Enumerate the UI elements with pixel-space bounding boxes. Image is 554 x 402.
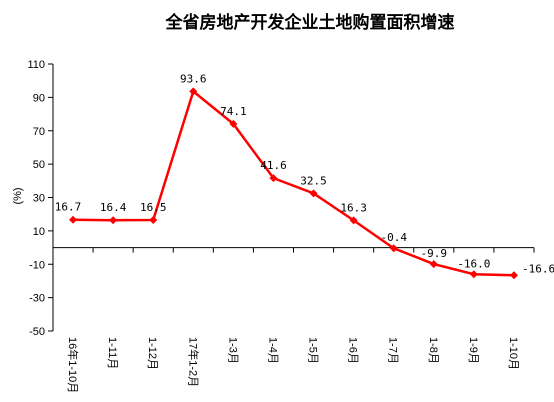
x-tick-label: 17年1-2月 [186,337,200,387]
data-label: 93.6 [180,72,207,85]
data-point [269,174,278,183]
x-tick-label: 16年1-10月 [66,337,80,393]
y-tick-label: -10 [29,259,45,271]
data-label: -9.9 [421,247,448,260]
x-tick-label: 1-6月 [347,337,359,364]
data-point [389,244,398,253]
y-tick-label: 70 [33,126,45,138]
data-label: -0.4 [380,231,407,244]
chart-title: 全省房地产开发企业土地购置面积增速 [165,12,455,33]
axes: 110 90 70 50 30 10 -10 -30 -50 16年1-10月 1-11月 1-12月… [27,59,535,393]
data-label: 16.3 [340,201,367,214]
x-tick-label: 1-8月 [427,337,439,364]
data-point [469,270,478,279]
data-point [229,119,238,128]
data-label: -16.6 [522,262,554,275]
data-label: -16.0 [457,257,490,270]
x-tick-label: 1-7月 [387,337,399,364]
x-tick-label: 1-10月 [507,337,519,370]
data-point [69,215,78,224]
data-label: 16.7 [55,201,82,214]
y-axis-label: (%) [12,187,24,204]
y-tick-label: -30 [29,293,45,305]
data-label: 41.6 [260,159,287,172]
data-point [429,260,438,269]
y-tick-label: 10 [33,226,45,238]
y-tick-label: -50 [29,326,45,338]
x-tick-label: 1-5月 [307,337,319,364]
series-group: 16.7 16.4 16.5 93.6 74.1 41.6 32.5 16.3 -0.4 -9.9… [55,72,554,280]
data-label: 16.5 [140,201,167,214]
y-tick-label: 50 [33,159,45,171]
x-tick-label: 1-9月 [467,337,479,364]
data-point [189,87,198,96]
y-tick-label: 110 [27,59,45,71]
y-tick-label: 90 [33,92,45,104]
data-point [309,189,318,198]
y-tick-label: 30 [33,193,45,205]
x-tick-label: 1-11月 [106,337,118,369]
series-line [73,89,514,277]
data-label: 74.1 [220,105,247,118]
x-tick-label: 1-4月 [266,337,278,364]
data-point [149,216,158,225]
x-tick-label: 1-3月 [226,337,238,364]
data-label: 32.5 [300,174,327,187]
data-point [509,271,518,280]
data-point [109,216,118,225]
x-tick-label: 1-12月 [146,337,158,370]
data-label: 16.4 [100,201,127,214]
data-point [349,216,358,225]
